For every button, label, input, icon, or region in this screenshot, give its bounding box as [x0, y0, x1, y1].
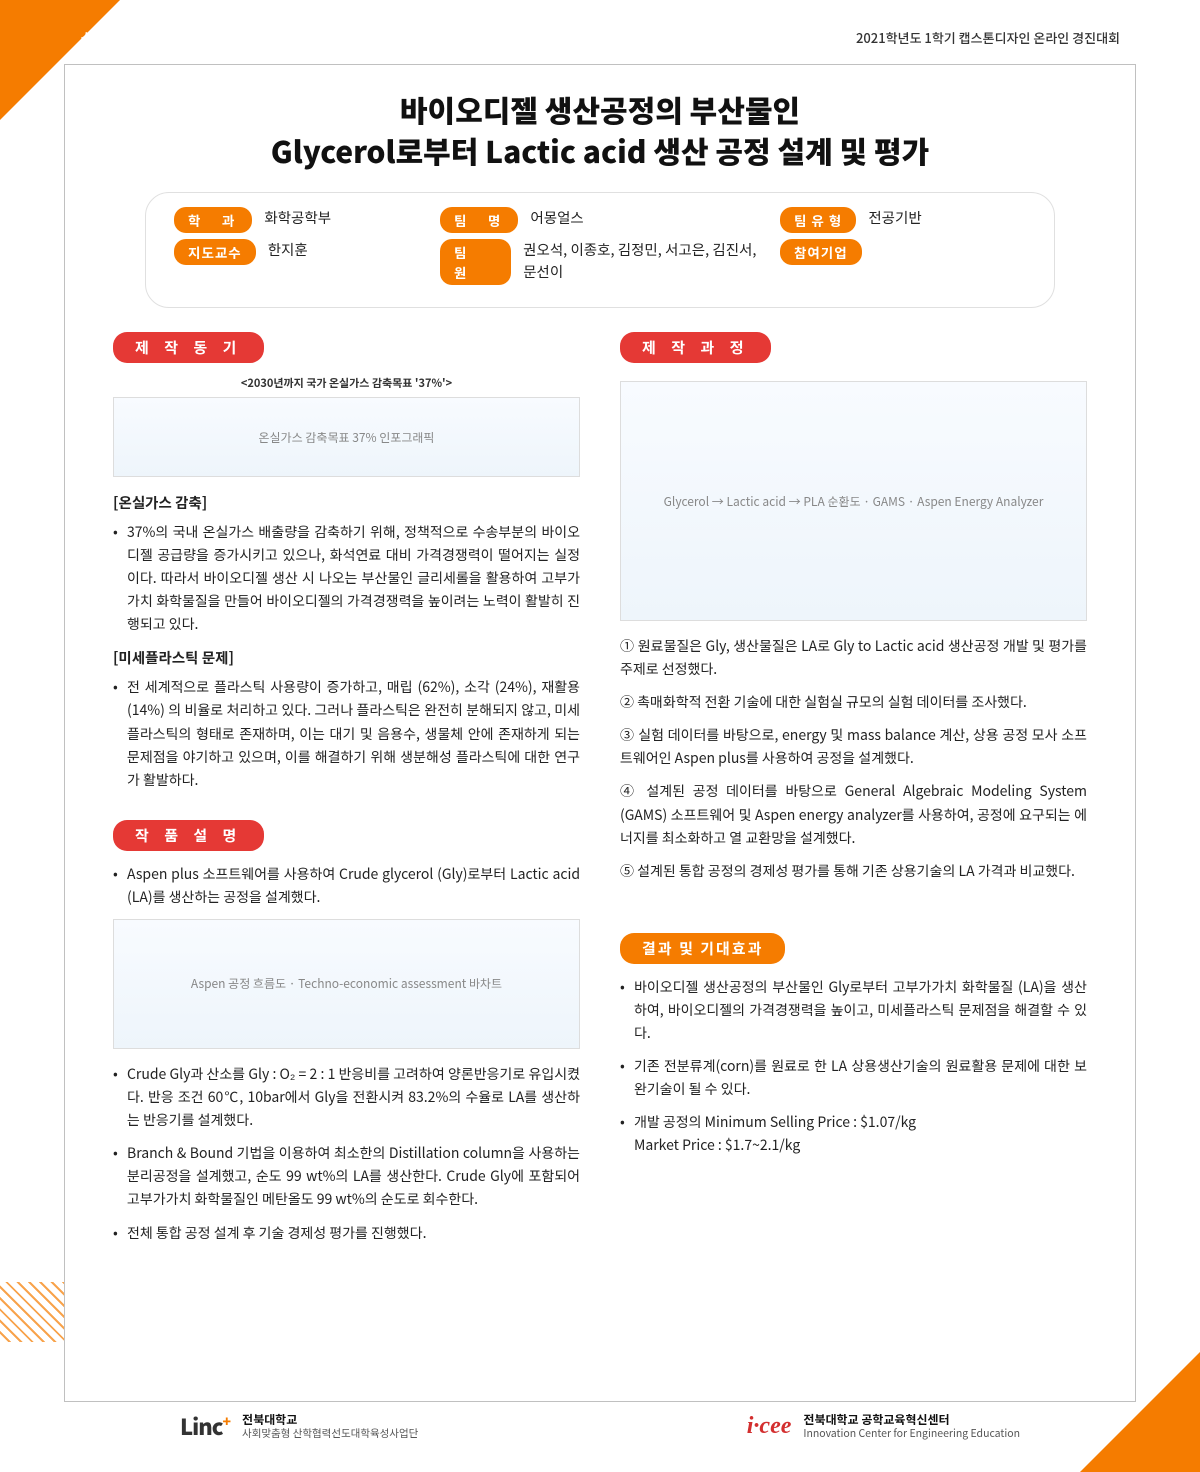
- label-dept: 학 과: [174, 207, 252, 233]
- label-teamname: 팀 명: [440, 207, 518, 233]
- linc-logo: Linc+: [180, 1410, 230, 1442]
- result-r1: 바이오디젤 생산공정의 부산물인 Gly로부터 고부가가치 화학물질 (LA)을…: [634, 976, 1087, 1045]
- title-block: 바이오디젤 생산공정의 부산물인 Glycerol로부터 Lactic acid…: [65, 65, 1135, 182]
- heading-motivation: 제 작 동 기: [113, 332, 264, 363]
- desc-b4: 전체 통합 공정 설계 후 기술 경제성 평가를 진행했다.: [127, 1222, 580, 1245]
- footer-left: Linc+ 전북대학교 사회맞춤형 산학협력선도대학육성사업단: [180, 1410, 418, 1442]
- process-s3: ③ 실험 데이터를 바탕으로, energy 및 mass balance 계산…: [620, 724, 1087, 770]
- value-dept: 화학공학부: [264, 207, 331, 229]
- cycle-diagram: Glycerol → Lactic acid → PLA 순환도 · GAMS …: [620, 381, 1087, 621]
- value-teamtype: 전공기반: [868, 207, 921, 229]
- desc-b1: Aspen plus 소프트웨어를 사용하여 Crude glycerol (G…: [127, 863, 580, 909]
- footer: Linc+ 전북대학교 사회맞춤형 산학협력선도대학육성사업단 i·cee 전북…: [180, 1410, 1020, 1442]
- value-teamname: 어몽얼스: [530, 207, 583, 229]
- result-r2: 기존 전분류계(corn)를 원료로 한 LA 상용생산기술의 원료활용 문제에…: [634, 1055, 1087, 1101]
- process-s5: ⑤ 설계된 통합 공정의 경제성 평가를 통해 기존 상용기술의 LA 가격과 …: [620, 860, 1087, 883]
- icee-logo: i·cee: [747, 1413, 792, 1440]
- motivation-p2: 전 세계적으로 플라스틱 사용량이 증가하고, 매립 (62%), 소각 (24…: [127, 676, 580, 791]
- poster-frame: 바이오디젤 생산공정의 부산물인 Glycerol로부터 Lactic acid…: [64, 64, 1136, 1402]
- footer-univ1: 전북대학교 사회맞춤형 산학협력선도대학육성사업단: [242, 1412, 418, 1440]
- process-s1: ① 원료물질은 Gly, 생산물질은 LA로 Gly to Lactic aci…: [620, 635, 1087, 681]
- value-members: 권오석, 이종호, 김정민, 서고은, 김진서, 문선이: [523, 239, 760, 283]
- label-advisor: 지도교수: [174, 239, 256, 265]
- process-s4: ④ 설계된 공정 데이터를 바탕으로 General Algebraic Mod…: [620, 780, 1087, 849]
- sub-ghg: [온실가스 감축]: [113, 491, 580, 515]
- meta-box: 학 과 화학공학부 지도교수 한지훈 팀 명 어몽얼스 팀 원 권오석, 이종호…: [145, 192, 1055, 308]
- label-teamtype: 팀 유 형: [780, 207, 856, 233]
- motivation-p1: 37%의 국내 온실가스 배출량을 감축하기 위해, 정책적으로 수송부분의 바…: [127, 521, 580, 636]
- left-column: 제 작 동 기 <2030년까지 국가 온실가스 감축목표 '37%'> 온실가…: [113, 332, 580, 1255]
- process-steps: ① 원료물질은 Gly, 생산물질은 LA로 Gly to Lactic aci…: [620, 635, 1087, 883]
- heading-description: 작 품 설 명: [113, 820, 264, 851]
- desc-b2: Crude Gly과 산소를 Gly : O₂ = 2 : 1 반응비를 고려하…: [127, 1063, 580, 1132]
- top-bar: 소재·화학·환경 2021학년도 1학기 캡스톤디자인 온라인 경진대회: [0, 28, 1200, 48]
- label-members: 팀 원: [440, 239, 511, 285]
- heading-results: 결과 및 기대효과: [620, 933, 785, 964]
- sub-microplastic: [미세플라스틱 문제]: [113, 646, 580, 670]
- right-column: 제 작 과 정 Glycerol → Lactic acid → PLA 순환도…: [620, 332, 1087, 1255]
- desc-b3: Branch & Bound 기법을 이용하여 최소한의 Distillatio…: [127, 1142, 580, 1211]
- category-text: 소재·화학·환경: [80, 28, 173, 48]
- heading-process: 제 작 과 정: [620, 332, 771, 363]
- value-advisor: 한지훈: [268, 239, 308, 261]
- ghg-chart-caption: <2030년까지 국가 온실가스 감축목표 '37%'>: [113, 375, 580, 391]
- process-s2: ② 촉매화학적 전환 기술에 대한 실험실 규모의 실험 데이터를 조사했다.: [620, 691, 1087, 714]
- event-text: 2021학년도 1학기 캡스톤디자인 온라인 경진대회: [856, 28, 1120, 48]
- footer-univ2: 전북대학교 공학교육혁신센터 Innovation Center for Eng…: [803, 1412, 1020, 1440]
- result-r3: 개발 공정의 Minimum Selling Price : $1.07/kg …: [634, 1111, 1087, 1157]
- footer-right: i·cee 전북대학교 공학교육혁신센터 Innovation Center f…: [747, 1412, 1020, 1440]
- label-company: 참여기업: [780, 239, 862, 265]
- content-columns: 제 작 동 기 <2030년까지 국가 온실가스 감축목표 '37%'> 온실가…: [65, 332, 1135, 1255]
- poster-title: 바이오디젤 생산공정의 부산물인 Glycerol로부터 Lactic acid…: [95, 89, 1105, 170]
- ghg-chart: 온실가스 감축목표 37% 인포그래픽: [113, 397, 580, 477]
- process-flow-diagram: Aspen 공정 흐름도 · Techno-economic assessmen…: [113, 919, 580, 1049]
